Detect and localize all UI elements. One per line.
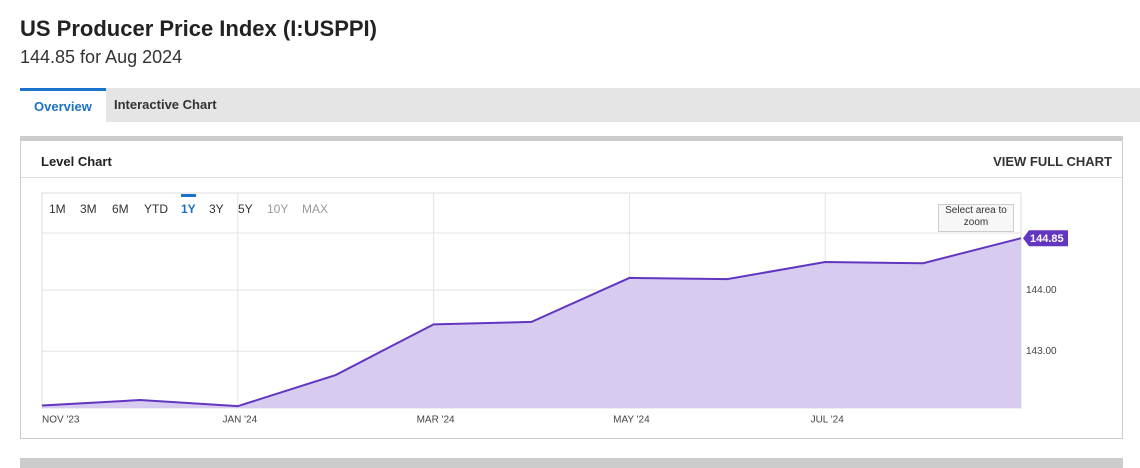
range-button[interactable]: 5Y xyxy=(238,202,253,216)
tab[interactable]: Interactive Chart xyxy=(114,97,217,112)
range-button[interactable]: 6M xyxy=(112,202,129,216)
next-panel xyxy=(20,458,1123,468)
x-tick-label: JAN '24 xyxy=(222,415,257,426)
zoom-button[interactable]: Select area to zoom xyxy=(938,204,1014,232)
y-tick-label: 143.00 xyxy=(1026,346,1057,357)
x-tick-label: MAR '24 xyxy=(417,415,455,426)
last-value-tag xyxy=(1023,230,1068,247)
line xyxy=(41,237,1022,408)
range-button[interactable]: 3Y xyxy=(209,202,224,216)
page-title: US Producer Price Index (I:USPPI) xyxy=(20,16,377,41)
panel: Level Chart VIEW FULL CHART xyxy=(20,136,1123,439)
range-button[interactable]: MAX xyxy=(302,202,329,216)
page-subtitle: 144.85 for Aug 2024 xyxy=(20,47,183,67)
x-tick-label: JUL '24 xyxy=(811,415,845,426)
x-tick-label: NOV '23 xyxy=(42,415,80,426)
range-button[interactable]: 3M xyxy=(80,202,97,216)
range-button[interactable]: YTD xyxy=(144,202,168,216)
range-button[interactable]: 1M xyxy=(49,202,66,216)
range-button[interactable]: 10Y xyxy=(267,202,289,216)
area xyxy=(42,238,1021,408)
last-value-label: 144.85 xyxy=(1030,233,1064,245)
tab-bar: Overview Interactive Chart xyxy=(20,88,1140,122)
range-button[interactable]: 1Y xyxy=(181,194,196,216)
full-chart-link[interactable]: VIEW FULL CHART xyxy=(993,154,1112,169)
panel-title: Level Chart xyxy=(41,154,112,169)
x-tick-label: MAY '24 xyxy=(613,415,650,426)
tab[interactable]: Overview xyxy=(20,88,106,122)
y-tick-label: 144.00 xyxy=(1026,285,1057,296)
separator xyxy=(21,177,1122,178)
